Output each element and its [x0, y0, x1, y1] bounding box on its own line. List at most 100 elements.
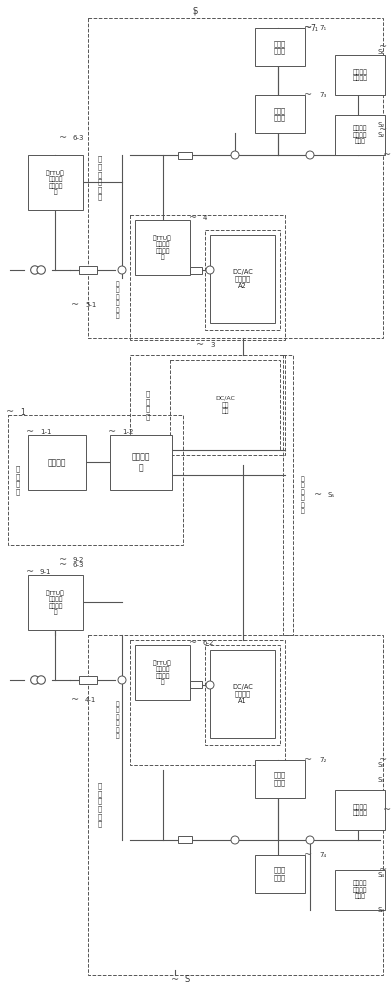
Text: DC/AC
逆变
模块: DC/AC 逆变 模块 — [215, 396, 235, 414]
Text: 7₂: 7₂ — [319, 757, 326, 763]
Circle shape — [206, 266, 214, 274]
Bar — [255, 855, 305, 893]
Text: 6-3: 6-3 — [73, 135, 84, 141]
Text: ~: ~ — [304, 755, 312, 765]
Text: ~: ~ — [71, 695, 79, 705]
Bar — [130, 640, 285, 765]
Text: DC/AC
逆变模块
A1: DC/AC 逆变模块 A1 — [232, 684, 253, 704]
Text: 二TTU变
压器数据
采集控制
器: 二TTU变 压器数据 采集控制 器 — [153, 660, 172, 685]
Text: ~: ~ — [383, 805, 391, 815]
Text: 蓄能储
能模块: 蓄能储 能模块 — [274, 40, 286, 54]
Text: 7₄: 7₄ — [319, 852, 326, 858]
Text: S₃: S₃ — [378, 762, 385, 768]
Text: ~: ~ — [379, 42, 387, 52]
Bar — [170, 360, 280, 450]
Text: 第二分布
式光伏发
电模块: 第二分布 式光伏发 电模块 — [353, 126, 367, 144]
Text: 9-2: 9-2 — [73, 557, 84, 563]
Text: S₄: S₄ — [378, 907, 385, 913]
Text: ~: ~ — [6, 407, 14, 417]
Bar — [210, 650, 275, 738]
Text: 第
二
交
流
母
线: 第 二 交 流 母 线 — [116, 281, 120, 319]
Circle shape — [30, 676, 39, 684]
Bar — [110, 435, 172, 490]
Text: 6-3: 6-3 — [73, 562, 84, 568]
Text: 第
一
低
压
台
区: 第 一 低 压 台 区 — [98, 783, 102, 827]
Text: ~: ~ — [383, 150, 391, 160]
Text: 功
率
传
输
模
块: 功 率 传 输 模 块 — [301, 476, 305, 514]
Text: 转
换
模
块: 转 换 模 块 — [146, 390, 150, 420]
Text: ~: ~ — [379, 755, 387, 765]
Text: 1: 1 — [20, 408, 25, 417]
Bar — [28, 435, 86, 490]
Text: 四TTU变
压器数据
采集控制
器: 四TTU变 压器数据 采集控制 器 — [153, 235, 172, 260]
Text: S₁: S₁ — [378, 49, 385, 55]
Text: 7₃: 7₃ — [319, 92, 326, 98]
Text: ~: ~ — [189, 638, 197, 648]
Text: 9-1: 9-1 — [40, 569, 52, 575]
Bar — [28, 155, 83, 210]
Text: 蓄能储
能模块: 蓄能储 能模块 — [274, 107, 286, 121]
Text: S₅: S₅ — [328, 492, 335, 498]
Text: S₄: S₄ — [378, 872, 385, 878]
Circle shape — [118, 266, 126, 274]
Text: 4-1: 4-1 — [85, 697, 96, 703]
Text: 1-1: 1-1 — [40, 429, 52, 435]
Text: ~: ~ — [379, 125, 387, 135]
Text: 主
控
模
块: 主 控 模 块 — [16, 465, 20, 495]
Text: ~: ~ — [171, 975, 179, 985]
Bar — [255, 95, 305, 133]
Text: S₃: S₃ — [378, 777, 385, 783]
Text: 第
一
交
流
母
线: 第 一 交 流 母 线 — [116, 701, 120, 739]
Text: 监控后台: 监控后台 — [48, 458, 66, 467]
Text: ~: ~ — [304, 23, 312, 33]
Text: ~: ~ — [379, 865, 387, 875]
Circle shape — [306, 151, 314, 159]
Text: S₂: S₂ — [378, 122, 385, 128]
Text: ~: ~ — [59, 560, 67, 570]
Bar — [178, 152, 192, 159]
Text: S₂: S₂ — [378, 132, 385, 138]
Bar — [210, 235, 275, 323]
Text: 协调控制
器: 协调控制 器 — [132, 453, 150, 472]
Text: 第
二
低
压
台
区: 第 二 低 压 台 区 — [98, 156, 102, 200]
Text: 6-2: 6-2 — [203, 640, 214, 646]
Bar — [190, 681, 202, 688]
Circle shape — [30, 266, 39, 274]
Text: ~: ~ — [26, 567, 34, 577]
Circle shape — [118, 676, 126, 684]
Bar — [205, 230, 280, 330]
Bar — [88, 635, 383, 975]
Text: ~: ~ — [304, 850, 312, 860]
Bar — [130, 355, 285, 455]
Text: 第一分布
式光伏发
电模块: 第一分布 式光伏发 电模块 — [353, 881, 367, 899]
Bar — [190, 267, 202, 274]
Text: 一TTU变
压器数据
采集控制
器: 一TTU变 压器数据 采集控制 器 — [46, 590, 65, 615]
Bar — [335, 115, 385, 155]
Text: 1-2: 1-2 — [122, 429, 133, 435]
Bar — [335, 870, 385, 910]
Text: S: S — [192, 7, 197, 16]
Text: ~: ~ — [196, 340, 204, 350]
Bar — [255, 28, 305, 66]
Bar — [178, 836, 192, 843]
Bar — [79, 266, 97, 274]
Bar — [79, 676, 97, 684]
Text: 4: 4 — [203, 215, 207, 221]
Bar — [255, 760, 305, 798]
Text: ~: ~ — [71, 300, 79, 310]
Bar — [28, 575, 83, 630]
Circle shape — [306, 836, 314, 844]
Text: S: S — [185, 975, 190, 984]
Circle shape — [231, 836, 239, 844]
Text: ~: ~ — [304, 90, 312, 100]
Text: ~: ~ — [108, 427, 116, 437]
Text: 5-1: 5-1 — [85, 302, 96, 308]
Bar — [283, 355, 293, 635]
Bar — [205, 645, 280, 745]
Bar — [135, 220, 190, 275]
Text: 蓄能储
能模块: 蓄能储 能模块 — [274, 772, 286, 786]
Text: 超低频装
置二模块: 超低频装 置二模块 — [353, 69, 368, 81]
Text: 三TTU变
压器数据
采集控制
器: 三TTU变 压器数据 采集控制 器 — [46, 170, 65, 195]
Circle shape — [37, 676, 45, 684]
Circle shape — [37, 266, 45, 274]
